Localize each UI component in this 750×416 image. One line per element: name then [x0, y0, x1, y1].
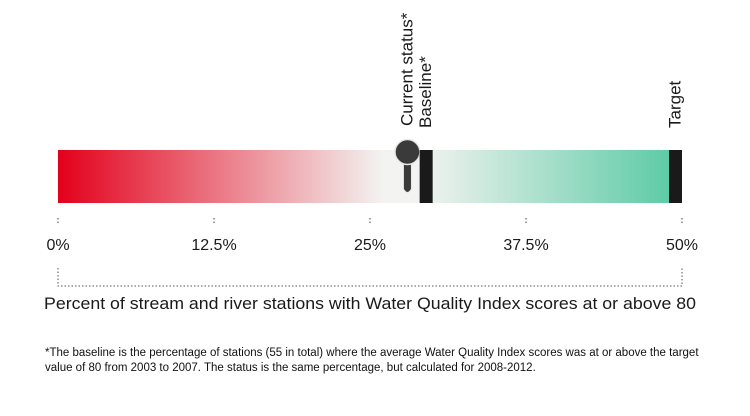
- axis-tick-labels: 0% 12.5% 25% 37.5% 50%: [46, 237, 698, 254]
- marker-target: [669, 150, 682, 203]
- gauge-markers: Current status* Baseline* Target: [394, 12, 685, 203]
- marker-label: Baseline*: [416, 56, 435, 128]
- marker-baseline: [419, 150, 433, 203]
- footnote: *The baseline is the percentage of stati…: [45, 347, 699, 374]
- marker-current-status-pin: [394, 138, 421, 193]
- axis-tick-label: 50%: [666, 237, 698, 254]
- gauge-bar: [58, 150, 682, 203]
- axis-tick-label: 25%: [354, 237, 386, 254]
- axis-ticks: [57, 218, 683, 225]
- marker-label: Current status*: [397, 12, 416, 126]
- axis-tick-label: 37.5%: [503, 237, 548, 254]
- x-axis-label: Percent of stream and river stations wit…: [44, 295, 696, 313]
- axis-tick-label: 0%: [46, 237, 69, 254]
- axis-bracket: [57, 268, 683, 287]
- gauge-chart: 0% 12.5% 25% 37.5% 50% Current status* Baseli…: [44, 12, 698, 313]
- marker-label: Target: [666, 80, 685, 128]
- axis-tick-label: 12.5%: [191, 237, 236, 254]
